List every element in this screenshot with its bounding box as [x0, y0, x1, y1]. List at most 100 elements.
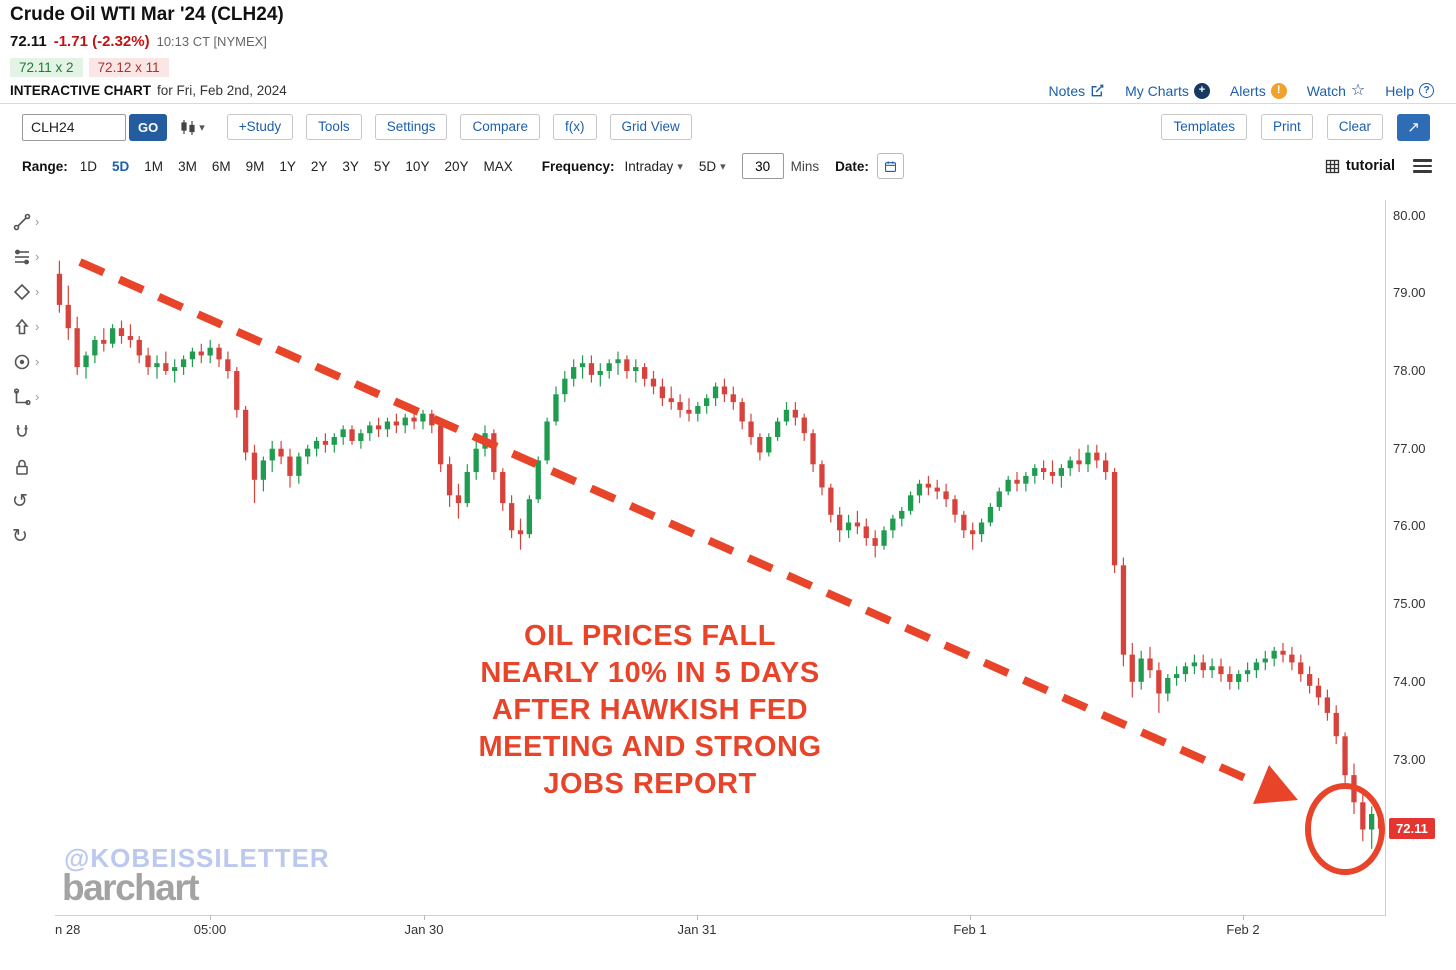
- ask-quote: 72.12 x 11: [88, 58, 169, 77]
- shapes-tool-icon[interactable]: ›: [12, 281, 39, 302]
- x-axis-label: Jan 31: [677, 922, 717, 937]
- y-axis-label: 78.00: [1393, 363, 1426, 378]
- fullscreen-button[interactable]: ↗: [1397, 113, 1430, 141]
- watch-link[interactable]: Watch ☆: [1306, 82, 1366, 99]
- x-axis-tick: [1243, 915, 1244, 920]
- toolbar-button-compare[interactable]: Compare: [460, 113, 540, 141]
- highlight-circle-annotation[interactable]: [1305, 783, 1385, 875]
- trendline-tool-icon[interactable]: ›: [12, 211, 39, 232]
- range-20y[interactable]: 20Y: [444, 158, 469, 174]
- y-axis-label: 79.00: [1393, 285, 1426, 301]
- notes-link[interactable]: Notes: [1049, 83, 1106, 99]
- x-axis-label: Feb 1: [953, 922, 987, 937]
- chevron-down-icon: ▾: [677, 160, 683, 173]
- price-chart[interactable]: [55, 200, 1385, 915]
- range-1y[interactable]: 1Y: [279, 158, 296, 174]
- symbol-input[interactable]: [22, 113, 126, 141]
- calendar-button[interactable]: [876, 153, 904, 179]
- interactive-chart-label: INTERACTIVE CHART: [10, 83, 151, 98]
- range-2y[interactable]: 2Y: [310, 158, 328, 174]
- annotation-line: OIL PRICES FALL: [524, 620, 776, 652]
- bid-quote: 72.11 x 2: [10, 58, 83, 77]
- range-frequency-bar: Range: 1D 5D 1M 3M 6M 9M 1Y 2Y 3Y 5Y 10Y 20Y MAX Fre…: [0, 150, 1456, 182]
- arrow-tool-icon[interactable]: ›: [12, 316, 39, 337]
- toolbar-button-tools[interactable]: Tools: [306, 113, 362, 141]
- y-axis-label: 77.00: [1393, 440, 1426, 456]
- chart-toolbar: GO ▾ +Study Tools Settings Compare f(x) Grid …: [0, 110, 1456, 144]
- range-9m[interactable]: 9M: [245, 158, 265, 174]
- x-axis[interactable]: [55, 915, 1386, 916]
- range-3m[interactable]: 3M: [178, 158, 197, 174]
- interval-unit-label: Mins: [790, 158, 820, 174]
- measure-tool-icon[interactable]: ›: [12, 386, 39, 407]
- toolbar-button-study[interactable]: +Study: [226, 113, 294, 141]
- page-title: Crude Oil WTI Mar '24 (CLH24): [10, 4, 284, 25]
- lock-icon[interactable]: [12, 456, 39, 477]
- frequency-label: Frequency:: [541, 158, 615, 174]
- annotation-line: AFTER HAWKISH FED: [491, 694, 809, 726]
- calendar-icon: [884, 160, 896, 172]
- my-charts-link[interactable]: My Charts +: [1125, 82, 1210, 99]
- chevron-right-icon: ›: [35, 284, 40, 299]
- toolbar-button-templates[interactable]: Templates: [1161, 113, 1247, 141]
- frequency-dropdown[interactable]: Intraday ▾: [625, 159, 683, 174]
- period-dropdown[interactable]: 5D ▾: [699, 159, 726, 174]
- toolbar-button-print[interactable]: Print: [1260, 113, 1313, 141]
- x-axis-tick: [424, 915, 425, 920]
- toolbar-button-group: +Study Tools Settings Compare f(x) Grid View: [226, 113, 692, 141]
- chevron-right-icon: ›: [35, 389, 40, 404]
- go-button[interactable]: GO: [129, 113, 168, 141]
- trendline-arrowhead-icon[interactable]: [1253, 765, 1298, 804]
- range-5y[interactable]: 5Y: [373, 158, 391, 174]
- last-price: 72.11: [10, 33, 47, 50]
- range-list: 1D 5D 1M 3M 6M 9M 1Y 2Y 3Y 5Y 10Y 20Y MAX: [80, 159, 528, 174]
- range-5d[interactable]: 5D: [112, 158, 130, 174]
- chevron-down-icon: ▾: [199, 121, 205, 134]
- range-3y[interactable]: 3Y: [342, 158, 359, 174]
- range-1m[interactable]: 1M: [144, 158, 164, 174]
- tutorial-link[interactable]: tutorial: [1325, 158, 1395, 174]
- range-10y[interactable]: 10Y: [405, 158, 430, 174]
- toolbar-button-clear[interactable]: Clear: [1326, 113, 1383, 141]
- redo-icon[interactable]: ↻: [12, 526, 28, 547]
- magnet-snap-icon[interactable]: [12, 421, 39, 442]
- x-axis-label: 05:00: [193, 922, 227, 937]
- price-row: 72.11 -1.71 (-2.32%) 10:13 CT [NYMEX]: [10, 33, 267, 50]
- chart-text-annotation[interactable]: OIL PRICES FALL NEARLY 10% IN 5 DAYS AFT…: [430, 618, 870, 803]
- x-axis-tick: [970, 915, 971, 920]
- range-1d[interactable]: 1D: [79, 158, 98, 174]
- x-axis-label: n 28: [55, 922, 81, 937]
- chart-date-label: for Fri, Feb 2nd, 2024: [157, 83, 287, 98]
- toolbar-button-settings[interactable]: Settings: [374, 113, 448, 141]
- range-6m[interactable]: 6M: [211, 158, 231, 174]
- fibonacci-tool-icon[interactable]: ›: [12, 246, 39, 267]
- toolbar-button-f-x[interactable]: f(x): [553, 113, 597, 141]
- alerts-link[interactable]: Alerts !: [1230, 82, 1287, 99]
- interval-input[interactable]: [741, 153, 784, 179]
- notes-link-label: Notes: [1048, 82, 1086, 99]
- toolbar-button-grid-view[interactable]: Grid View: [609, 113, 692, 141]
- x-axis-label: Feb 2: [1226, 922, 1260, 937]
- menu-icon[interactable]: [1413, 159, 1432, 173]
- x-axis-tick: [697, 915, 698, 920]
- chart-type-dropdown[interactable]: ▾: [179, 118, 205, 136]
- help-link[interactable]: Help ?: [1385, 83, 1434, 99]
- watch-link-label: Watch: [1306, 82, 1346, 99]
- ellipse-tool-icon[interactable]: ›: [12, 351, 39, 372]
- period-value: 5D: [698, 158, 717, 174]
- range-label: Range:: [22, 158, 68, 174]
- undo-icon[interactable]: ↺: [12, 491, 28, 512]
- help-link-label: Help: [1385, 82, 1414, 99]
- subhead-bar: INTERACTIVE CHART for Fri, Feb 2nd, 2024…: [0, 80, 1456, 104]
- x-axis-tick: [210, 915, 211, 920]
- alert-warning-icon: !: [1270, 82, 1287, 99]
- x-axis-label: Jan 30: [404, 922, 444, 937]
- help-circle-icon: ?: [1419, 83, 1434, 98]
- y-axis[interactable]: [1385, 200, 1386, 915]
- y-axis-label: 74.00: [1393, 673, 1426, 689]
- annotation-line: NEARLY 10% IN 5 DAYS: [480, 657, 820, 689]
- drawing-tools-sidebar: › › › › › › ↺ ↻: [12, 211, 39, 547]
- price-change: -1.71 (-2.32%): [53, 33, 150, 50]
- last-price-badge: 72.11: [1389, 818, 1435, 839]
- range-max[interactable]: MAX: [483, 158, 513, 174]
